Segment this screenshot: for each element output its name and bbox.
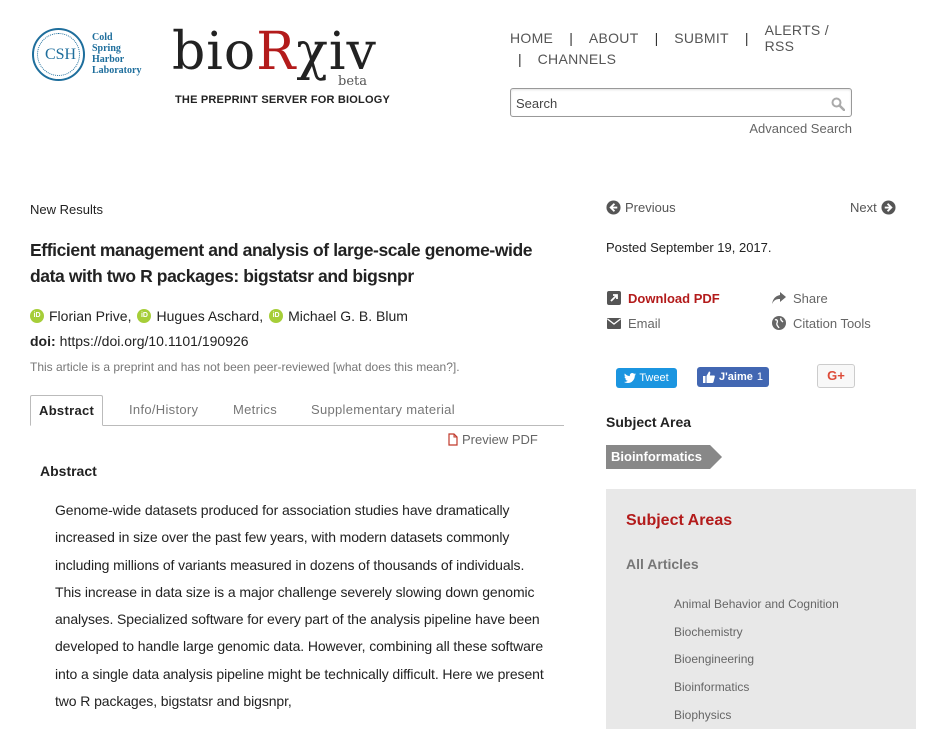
next-label: Next — [850, 200, 877, 215]
tweet-label: Tweet — [639, 372, 669, 384]
facebook-like-button[interactable]: J'aime 1 — [697, 367, 769, 387]
orcid-icon[interactable]: iD — [269, 309, 284, 323]
nav-row: | CHANNELS — [510, 49, 860, 69]
external-link-icon — [607, 291, 621, 305]
tweet-button[interactable]: Tweet — [616, 368, 677, 388]
subject-areas-title: Subject Areas — [626, 512, 733, 529]
subject-area-heading: Subject Area — [606, 414, 692, 430]
main-nav: HOME | ABOUT | SUBMIT | ALERTS / RSS | C… — [510, 22, 860, 70]
article-tabs: Abstract Info/History Metrics Supplement… — [30, 395, 564, 426]
search-box — [510, 88, 852, 117]
csh-line: Laboratory — [92, 65, 142, 76]
nav-submit[interactable]: SUBMIT — [674, 30, 729, 46]
preview-pdf-link[interactable]: Preview PDF — [448, 432, 538, 447]
subject-tag[interactable]: Bioinformatics — [606, 445, 722, 469]
author-link[interactable]: Michael G. B. Blum — [288, 308, 408, 324]
nav-home[interactable]: HOME — [510, 30, 554, 46]
brand-beta: beta — [338, 74, 367, 89]
fb-like-count: 1 — [756, 371, 763, 383]
subject-area-item[interactable]: Bioinformatics — [674, 680, 750, 695]
csh-line: Spring — [92, 43, 121, 54]
tab-metrics[interactable]: Metrics — [233, 402, 277, 417]
advanced-search-link[interactable]: Advanced Search — [749, 121, 852, 136]
share-label: Share — [793, 290, 828, 306]
csh-logo[interactable]: CSH Cold Spring Harbor Laboratory — [32, 28, 148, 84]
orcid-icon[interactable]: iD — [30, 309, 44, 323]
globe-icon — [772, 316, 786, 330]
brand-suffix: χiv — [296, 22, 377, 82]
subject-area-item[interactable]: Biochemistry — [674, 624, 743, 639]
share-link[interactable]: Share — [771, 290, 828, 306]
previous-label: Previous — [625, 200, 676, 215]
citation-tools-link[interactable]: Citation Tools — [771, 315, 871, 331]
article-title: Efficient management and analysis of lar… — [30, 240, 533, 286]
nav-separator: | — [569, 30, 573, 46]
tab-abstract[interactable]: Abstract — [30, 395, 104, 426]
nav-channels[interactable]: CHANNELS — [537, 51, 617, 67]
brand-tagline: THE PREPRINT SERVER FOR BIOLOGY — [175, 94, 391, 106]
orcid-icon[interactable]: iD — [137, 309, 152, 323]
download-pdf-label: Download PDF — [628, 290, 720, 306]
abstract-heading: Abstract — [40, 463, 97, 479]
subject-areas-panel: Subject Areas All Articles Animal Behavi… — [606, 489, 916, 729]
csh-abbr: CSH — [44, 46, 77, 63]
search-input[interactable] — [516, 94, 816, 112]
preprint-note: This article is a preprint and has not b… — [30, 360, 460, 374]
tab-info-history[interactable]: Info/History — [129, 402, 199, 417]
doi: doi: https://doi.org/10.1101/190926 — [30, 333, 249, 349]
subject-area-item[interactable]: Bioengineering — [674, 652, 755, 667]
article-category: New Results — [30, 202, 103, 217]
preview-pdf-label: Preview PDF — [462, 432, 538, 447]
circle-arrow-left-icon — [606, 200, 621, 215]
all-articles-link[interactable]: All Articles — [626, 556, 699, 572]
nav-separator: | — [518, 51, 522, 67]
doi-label: doi: — [30, 333, 56, 349]
subject-area-item[interactable]: Animal Behavior and Cognition — [674, 597, 839, 611]
next-link[interactable]: Next — [850, 200, 896, 215]
subject-area-item[interactable]: Biophysics — [674, 707, 732, 722]
biorxiv-logo[interactable]: bioRχiv beta THE PREPRINT SERVER FOR BIO… — [172, 22, 392, 116]
file-icon — [448, 433, 458, 446]
circle-arrow-right-icon — [881, 200, 896, 215]
download-pdf-link[interactable]: Download PDF — [606, 290, 720, 306]
thumbs-up-icon — [703, 371, 715, 383]
email-label: Email — [628, 315, 661, 331]
share-arrow-icon — [772, 292, 786, 304]
csh-seal-icon: CSH — [32, 28, 85, 81]
doi-link[interactable]: https://doi.org/10.1101/190926 — [59, 333, 249, 349]
google-plus-button[interactable]: G+ — [817, 364, 855, 388]
csh-line: Cold — [92, 32, 113, 43]
tab-supplementary-material[interactable]: Supplementary material — [311, 402, 455, 417]
search-icon[interactable] — [831, 97, 845, 111]
brand-name: bioRχiv — [172, 20, 377, 84]
abstract-text: Genome-wide datasets produced for associ… — [55, 502, 544, 710]
email-link[interactable]: Email — [606, 315, 661, 331]
subject-areas-list: Animal Behavior and Cognition Biochemist… — [674, 597, 839, 735]
fb-like-label: J'aime — [719, 371, 753, 383]
posted-date: Posted September 19, 2017. — [606, 240, 772, 255]
csh-line: Harbor — [92, 54, 125, 65]
envelope-icon — [607, 318, 621, 329]
nav-alerts-rss[interactable]: ALERTS / RSS — [764, 22, 829, 54]
citation-tools-label: Citation Tools — [793, 315, 871, 331]
brand-r: R — [256, 22, 297, 82]
brand-prefix: bio — [172, 22, 257, 82]
author-link[interactable]: Florian Prive, — [49, 308, 132, 324]
nav-separator: | — [654, 30, 659, 46]
csh-name: Cold Spring Harbor Laboratory — [92, 32, 152, 76]
nav-row: HOME | ABOUT | SUBMIT | ALERTS / RSS — [510, 22, 860, 54]
nav-about[interactable]: ABOUT — [588, 30, 639, 46]
author-list: iD Florian Prive, iD Hugues Aschard, iD … — [30, 308, 414, 324]
author-link[interactable]: Hugues Aschard, — [156, 308, 264, 324]
nav-separator: | — [744, 30, 749, 46]
previous-link[interactable]: Previous — [606, 200, 676, 215]
twitter-bird-icon — [624, 373, 637, 383]
